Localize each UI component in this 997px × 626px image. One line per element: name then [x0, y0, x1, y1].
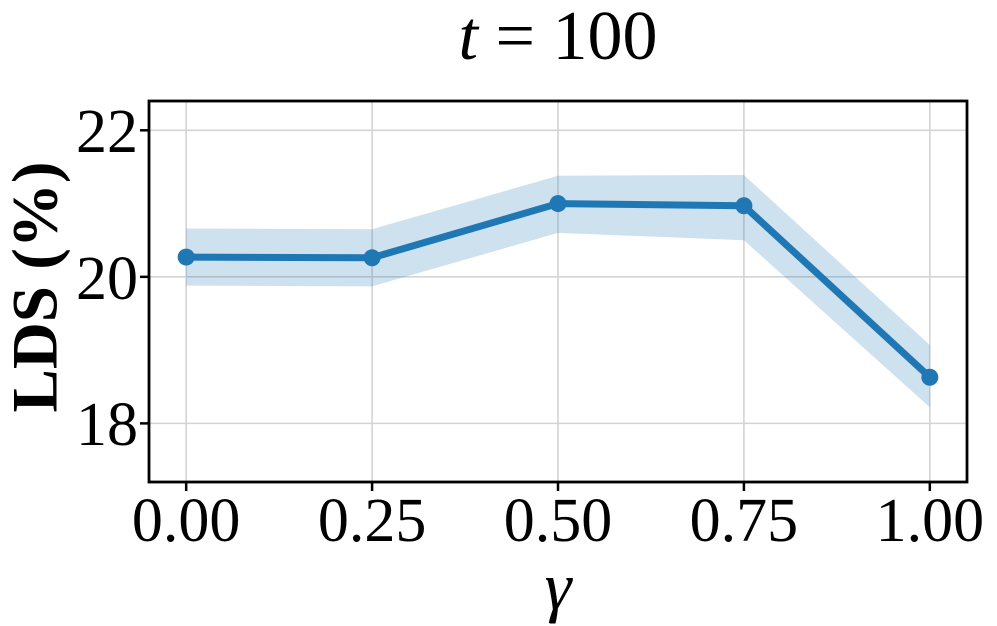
data-point-marker: [363, 249, 381, 267]
x-tick-label: 0.50: [503, 487, 613, 555]
title-variable: t: [458, 0, 478, 75]
confidence-band: [186, 175, 930, 408]
data-point-marker: [735, 197, 753, 215]
x-tick-label: 0.00: [131, 487, 241, 555]
data-point-marker: [549, 195, 567, 213]
x-axis-label: γ: [544, 548, 572, 624]
axes-spines: [147, 99, 969, 484]
y-tick-label: 18: [76, 391, 138, 460]
data-point-marker: [921, 368, 939, 386]
title-rest: = 100: [477, 0, 658, 75]
y-tick-label: 22: [76, 98, 138, 167]
x-tick-label: 0.75: [689, 487, 799, 555]
y-tick-label: 20: [76, 244, 138, 313]
x-tick-label: 1.00: [875, 487, 985, 555]
chart-title: t = 100: [149, 0, 967, 75]
data-point-marker: [177, 248, 195, 266]
x-tick-label: 0.25: [317, 487, 427, 555]
